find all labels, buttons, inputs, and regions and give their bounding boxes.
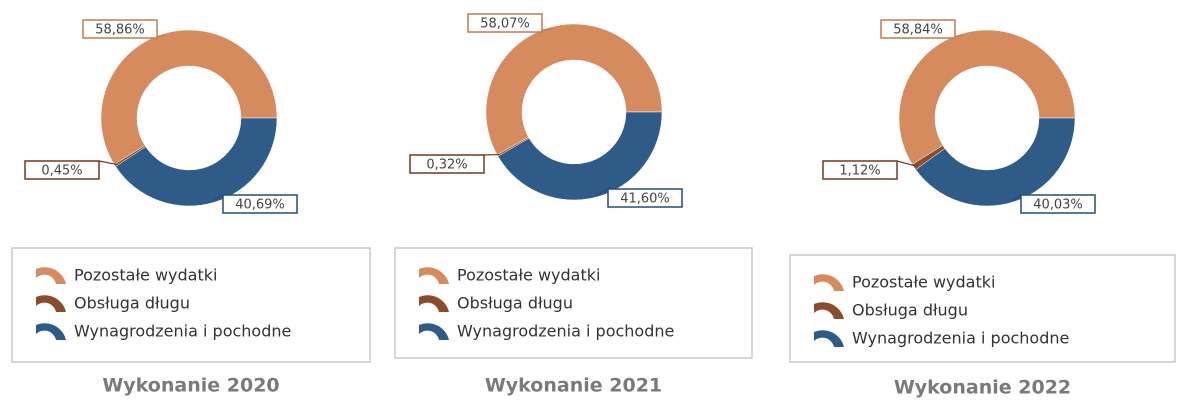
data-label: 0,32% [426, 158, 467, 173]
legend-icon [36, 323, 66, 340]
legend-label: Wynagrodzenia i pochodne [852, 329, 1069, 348]
label-box [1020, 194, 1096, 214]
data-label: 58,86% [95, 23, 145, 38]
donut-slice [485, 23, 663, 156]
label-box [467, 13, 543, 33]
leader-line [1013, 194, 1022, 201]
legend-icon [36, 295, 66, 312]
donut-slice [115, 117, 278, 207]
chart-title: Wykonanie 2020 [102, 375, 279, 397]
legend-icon [814, 302, 844, 319]
legend-label: Obsługa długu [457, 294, 573, 313]
donut-slice [898, 29, 1076, 165]
label-box [409, 154, 485, 174]
label-box [607, 188, 683, 208]
legend-label: Obsługa długu [74, 294, 190, 313]
data-label: 58,07% [480, 17, 530, 32]
data-label: 58,84% [893, 23, 943, 38]
legend-box [394, 247, 753, 359]
leader-line [213, 194, 224, 201]
legend-box [11, 247, 371, 363]
leader-line [98, 160, 117, 166]
legend-label: Wynagrodzenia i pochodne [74, 322, 291, 341]
legend-label: Obsługa długu [852, 301, 968, 320]
legend-icon [814, 274, 844, 291]
label-box [822, 160, 898, 180]
leader-line [896, 160, 916, 167]
legend-icon [814, 330, 844, 347]
legend-icon [419, 295, 449, 312]
legend-icon [419, 323, 449, 340]
chart-title: Wykonanie 2021 [485, 375, 662, 397]
label-box [24, 160, 100, 180]
legend-label: Pozostałe wydatki [74, 266, 217, 285]
legend-icon [419, 267, 449, 284]
leader-line [596, 188, 609, 196]
label-box [82, 19, 158, 39]
legend-label: Pozostałe wydatki [852, 273, 995, 292]
donut-slice [497, 111, 663, 201]
donut-slice [915, 117, 1076, 207]
data-label: 40,03% [1033, 198, 1083, 213]
data-label: 1,12% [839, 164, 880, 179]
label-box [880, 19, 956, 39]
legend-label: Pozostałe wydatki [457, 266, 600, 285]
data-label: 40,69% [235, 198, 285, 213]
data-label: 0,45% [41, 164, 82, 179]
chart-title: Wykonanie 2022 [894, 377, 1071, 399]
legend-icon [36, 267, 66, 284]
legend-label: Wynagrodzenia i pochodne [457, 322, 674, 341]
legend-box [789, 254, 1176, 363]
label-box [222, 194, 298, 214]
data-label: 41,60% [620, 192, 670, 207]
donut-slice [100, 29, 278, 165]
